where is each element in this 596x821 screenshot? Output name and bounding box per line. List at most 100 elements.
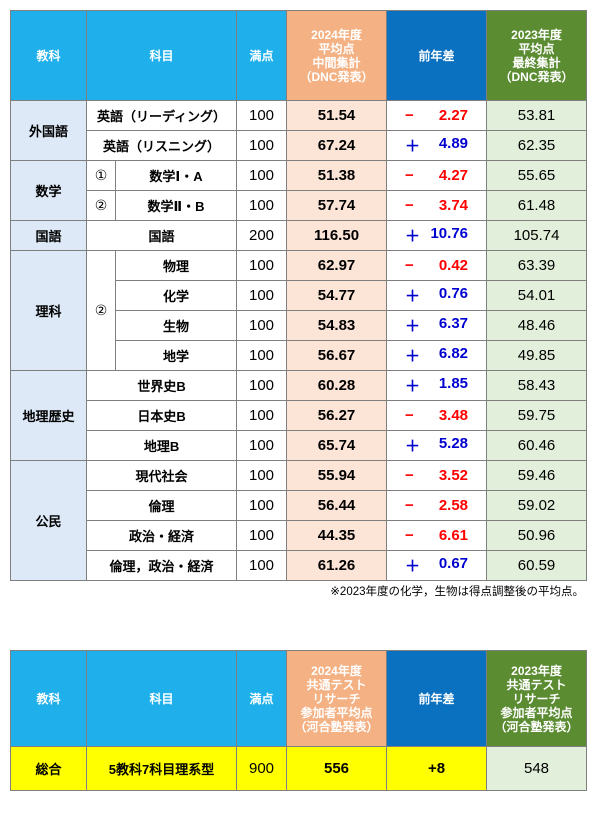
diff-cell: − 4.27 <box>386 160 488 191</box>
avg-2024-cell: 57.74 <box>286 190 388 221</box>
avg-2024-cell: 67.24 <box>286 130 388 161</box>
data-row: 英語（リスニング） 100 67.24 ＋ 4.89 62.35 <box>11 130 588 161</box>
diff-cell: ＋ 0.76 <box>386 280 488 311</box>
course-cell: 地理B <box>85 430 238 461</box>
course-cell: 政治・経済 <box>85 520 238 551</box>
course-cell: 数学Ⅱ・B <box>114 190 238 221</box>
avg-2024-cell: 61.26 <box>286 550 388 581</box>
diff-value: 10.76 <box>430 225 469 242</box>
diff-value: 3.48 <box>438 407 469 424</box>
header-cell: 2023年度 平均点 最終集計 （DNC発表） <box>486 10 588 101</box>
diff-sign: − <box>405 467 414 484</box>
avg-2024-cell: 55.94 <box>286 460 388 491</box>
avg-2023-cell: 63.39 <box>486 250 588 281</box>
diff-cell: − 2.58 <box>386 490 488 521</box>
diff-value: 6.82 <box>438 345 469 362</box>
full-score-cell: 100 <box>236 190 288 221</box>
subject-cell: 地理歴史 <box>10 370 87 461</box>
avg-2023-cell: 548 <box>486 746 588 791</box>
diff-value: 5.28 <box>438 435 469 452</box>
data-row: 倫理，政治・経済 100 61.26 ＋ 0.67 60.59 <box>11 550 588 581</box>
header-cell: 満点 <box>236 10 288 101</box>
avg-2023-cell: 59.75 <box>486 400 588 431</box>
full-score-cell: 100 <box>236 100 288 131</box>
full-score-cell: 100 <box>236 400 288 431</box>
data-row: 政治・経済 100 44.35− 6.61 50.96 <box>11 520 588 551</box>
header-row: 教科 科目 満点 2024年度 共通テスト リサーチ 参加者平均点 （河合塾発表） 前年… <box>10 650 588 747</box>
avg-2023-cell: 62.35 <box>486 130 588 161</box>
diff-value: 1.85 <box>438 375 469 392</box>
diff-cell: ＋ 5.28 <box>386 430 488 461</box>
full-score-cell: 100 <box>236 340 288 371</box>
avg-2024-cell: 56.27 <box>286 400 388 431</box>
course-cell: 英語（リスニング） <box>85 130 238 161</box>
full-score-cell: 100 <box>236 280 288 311</box>
avg-2023-cell: 58.43 <box>486 370 588 401</box>
avg-2024-cell: 60.28 <box>286 370 388 401</box>
subject-cell: 数学 <box>10 160 87 221</box>
diff-sign: − <box>405 107 414 124</box>
avg-2023-cell: 60.46 <box>486 430 588 461</box>
full-score-cell: 100 <box>236 310 288 341</box>
diff-cell: ＋ 10.76 <box>386 220 488 251</box>
avg-2023-cell: 55.65 <box>486 160 588 191</box>
diff-sign: − <box>405 407 414 424</box>
data-row: 理科 ② 物理 100 62.97−0.42 63.39 <box>10 250 588 371</box>
course-cell: 英語（リーディング） <box>85 100 238 131</box>
avg-2023-cell: 61.48 <box>486 190 588 221</box>
data-row: 地理B 100 65.74 ＋ 5.28 60.46 <box>11 430 588 461</box>
avg-2024-cell: 54.83 <box>286 310 388 341</box>
full-score-cell: 100 <box>236 520 288 551</box>
header-cell: 科目 <box>85 10 238 101</box>
total-table: 教科 科目 満点 2024年度 共通テスト リサーチ 参加者平均点 （河合塾発表） 前年… <box>10 650 588 791</box>
marker-cell: ① <box>86 160 116 191</box>
data-row: 倫理 100 56.44− 2.58 59.02 <box>11 490 588 521</box>
course-cell: 日本史B <box>85 400 238 431</box>
footnote: ※2023年度の化学，生物は得点調整後の平均点。 <box>330 586 584 598</box>
diff-sign: ＋ <box>405 288 421 305</box>
avg-2024-cell: 556 <box>286 746 388 791</box>
diff-cell: +8 <box>386 746 488 791</box>
subject-cell: 総合 <box>10 746 87 791</box>
header-cell: 2024年度 共通テスト リサーチ 参加者平均点 （河合塾発表） <box>286 650 388 747</box>
avg-2023-cell: 105.74 <box>486 220 588 251</box>
header-cell: 満点 <box>236 650 288 747</box>
course-cell: 現代社会 <box>85 460 238 491</box>
diff-sign: ＋ <box>405 318 421 335</box>
diff-value: 6.61 <box>438 527 469 544</box>
course-cell: 国語 <box>85 220 238 251</box>
diff-cell: − 0.42 <box>386 250 488 281</box>
course-cell: 倫理，政治・経済 <box>85 550 238 581</box>
avg-2023-cell: 54.01 <box>486 280 588 311</box>
full-score-cell: 900 <box>236 746 288 791</box>
data-row: 生物 100 54.83 ＋ 6.37 48.46 <box>11 310 588 341</box>
avg-2024-cell: 51.54 <box>286 100 388 131</box>
full-score-cell: 100 <box>236 550 288 581</box>
marker-cell: ② <box>86 250 116 371</box>
avg-2024-cell: 51.38 <box>286 160 388 191</box>
data-row: 地学 100 56.67 ＋ 6.82 49.85 <box>11 340 588 371</box>
full-score-cell: 100 <box>236 160 288 191</box>
diff-cell: ＋ 6.37 <box>386 310 488 341</box>
diff-sign: − <box>405 527 414 544</box>
diff-sign: − <box>405 497 414 514</box>
avg-2023-cell: 59.46 <box>486 460 588 491</box>
diff-value: 0.76 <box>438 285 469 302</box>
course-cell: 5教科7科目理系型 <box>85 746 238 791</box>
avg-2024-cell: 44.35 <box>286 520 388 551</box>
diff-value: 6.37 <box>438 315 469 332</box>
avg-2023-cell: 48.46 <box>486 310 588 341</box>
full-score-cell: 100 <box>236 430 288 461</box>
course-cell: 化学 <box>114 280 238 311</box>
data-row: 外国語 英語（リーディング） 100 51.54− 2.27 53.81 <box>10 100 588 161</box>
header-cell: 2023年度 共通テスト リサーチ 参加者平均点 （河合塾発表） <box>486 650 588 747</box>
subject-cell: 外国語 <box>10 100 87 161</box>
avg-2023-cell: 50.96 <box>486 520 588 551</box>
diff-value: 0.42 <box>438 257 469 274</box>
data-row: 国語 国語 200 116.50 ＋ 10.76 105.74 <box>10 220 588 251</box>
diff-cell: ＋ 1.85 <box>386 370 488 401</box>
avg-2024-cell: 116.50 <box>286 220 388 251</box>
diff-cell: − 3.52 <box>386 460 488 491</box>
data-row: 日本史B 100 56.27− 3.48 59.75 <box>11 400 588 431</box>
